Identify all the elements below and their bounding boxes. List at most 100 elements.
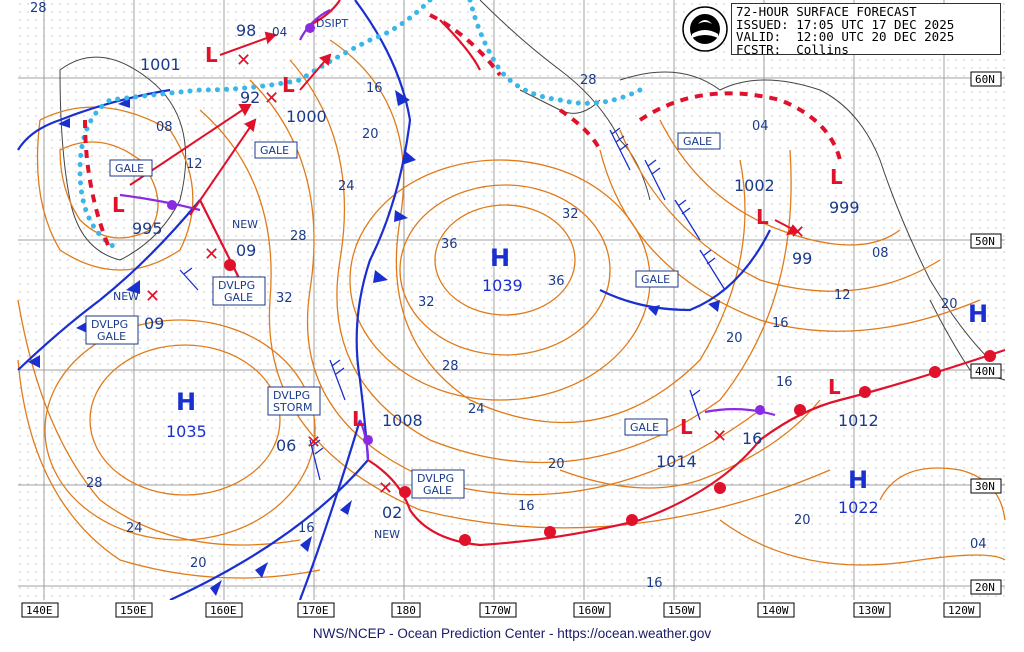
isobar-label: 16 xyxy=(518,499,535,514)
dvlpg-label: DVLPG xyxy=(417,472,454,485)
lon-label: 170E xyxy=(302,604,329,617)
isobar-label: 28 xyxy=(580,73,597,88)
storm-label: STORM xyxy=(273,401,313,414)
isobar-label: 04 xyxy=(752,119,769,134)
wind-barbs xyxy=(179,127,726,481)
lon-label: 120W xyxy=(948,604,975,617)
new-label: NEW xyxy=(374,528,400,541)
x-mark: ✕ xyxy=(264,88,279,109)
dvlpg-label: DVLPG xyxy=(91,318,128,331)
lon-labels: 140E 150E 160E 170E 180 170W 160W 150W 1… xyxy=(21,602,981,618)
x-mark: ✕ xyxy=(306,432,321,453)
isobar-label: 20 xyxy=(362,127,379,142)
x-mark: ✕ xyxy=(236,50,251,71)
lon-label: 140E xyxy=(26,604,53,617)
isobar-label: 20 xyxy=(190,556,207,571)
isobar-label: 28 xyxy=(30,1,47,16)
low-symbol: L xyxy=(112,193,125,217)
low-value-04: 04 xyxy=(272,25,287,39)
low-value-98: 98 xyxy=(236,21,256,40)
low-value-1008: 1008 xyxy=(382,411,423,430)
isobar-label: 28 xyxy=(86,476,103,491)
x-mark: ✕ xyxy=(378,478,393,499)
gale-label: GALE xyxy=(683,135,712,148)
high-value-1022: 1022 xyxy=(838,498,879,517)
low-value-92: 92 xyxy=(240,88,260,107)
lon-label: 160E xyxy=(210,604,237,617)
new-value-09-b: 09 xyxy=(144,314,164,333)
isobar-label: 32 xyxy=(418,295,435,310)
lat-labels: 60N 50N 40N 30N 20N xyxy=(970,71,1002,595)
lon-label: 150E xyxy=(120,604,147,617)
dvlpg-label: DVLPG xyxy=(218,279,255,292)
isobar-label: 36 xyxy=(441,237,458,252)
low-symbol: L xyxy=(680,415,693,439)
dvlpg-label: DVLPG xyxy=(273,389,310,402)
isobar-label: 24 xyxy=(338,179,355,194)
low-symbol: L xyxy=(828,375,841,399)
isobar-label: 32 xyxy=(562,207,579,222)
isobar-label: 24 xyxy=(468,402,485,417)
low-value-02: 02 xyxy=(382,503,402,522)
isobar-label: 20 xyxy=(941,297,958,312)
high-value-1035: 1035 xyxy=(166,422,207,441)
isobar-label: 12 xyxy=(186,157,203,172)
gale-label: GALE xyxy=(97,330,126,343)
header-issued: ISSUED: 17:05 UTC 17 DEC 2025 xyxy=(736,16,955,32)
ice-edges xyxy=(77,0,643,253)
gale-label: GALE xyxy=(423,484,452,497)
pressure-symbols: L L L L L L L L ✕ ✕ ✕ ✕ ✕ ✕ ✕ ✕ xyxy=(112,43,843,499)
lon-label: 160W xyxy=(578,604,605,617)
low-value-16: 16 xyxy=(742,429,762,448)
lat-label: 30N xyxy=(975,480,995,493)
high-letter-coast: H xyxy=(968,300,988,328)
low-value-06: 06 xyxy=(276,436,296,455)
low-value-995: 995 xyxy=(132,219,163,238)
low-symbol: L xyxy=(830,165,843,189)
lat-label: 60N xyxy=(975,73,995,86)
isobar-label: 20 xyxy=(726,331,743,346)
isobar-label: 16 xyxy=(298,521,315,536)
header-forecaster: FCSTR: Collins xyxy=(736,41,849,57)
new-label: NEW xyxy=(113,290,139,303)
x-mark: ✕ xyxy=(712,426,727,447)
movement-arrows xyxy=(129,31,800,236)
noaa-logo xyxy=(682,6,728,52)
gale-label: GALE xyxy=(260,144,289,157)
isobar-label: 16 xyxy=(776,375,793,390)
low-value-1014: 1014 xyxy=(656,452,697,471)
isobar-label: 16 xyxy=(646,576,663,591)
isobar-label: 24 xyxy=(126,521,143,536)
isobar-label: 32 xyxy=(276,291,293,306)
isobar-label: 12 xyxy=(834,288,851,303)
footer-credit: NWS/NCEP - Ocean Prediction Center - htt… xyxy=(312,626,712,641)
isobar-label: 08 xyxy=(156,120,173,135)
new-label: NEW xyxy=(232,218,258,231)
gale-label: GALE xyxy=(224,291,253,304)
freezing-spray xyxy=(83,13,842,251)
lat-label: 50N xyxy=(975,235,995,248)
low-value-1002: 1002 xyxy=(734,176,775,195)
warning-labels: GALE GALE GALE GALE GALE DVLPG GALE DVLP… xyxy=(85,17,721,541)
high-letter-1022: H xyxy=(848,466,868,494)
low-value-1001: 1001 xyxy=(140,55,181,74)
stipple-pattern xyxy=(18,0,1005,600)
isobar-labels: 28 08 12 16 20 24 28 32 36 36 32 28 24 2… xyxy=(30,1,987,591)
low-symbol: L xyxy=(205,43,218,67)
low-symbol: L xyxy=(756,205,769,229)
isobar-label: 20 xyxy=(548,457,565,472)
low-value-99: 99 xyxy=(792,249,812,268)
low-symbol: L xyxy=(352,407,365,431)
isobar-label: 28 xyxy=(442,359,459,374)
low-value-999: 999 xyxy=(829,198,860,217)
low-value-1012: 1012 xyxy=(838,411,879,430)
new-value-09-a: 09 xyxy=(236,241,256,260)
gale-label: GALE xyxy=(630,421,659,434)
low-value-1000: 1000 xyxy=(286,107,327,126)
occluded-bumps xyxy=(167,23,765,445)
lon-label: 150W xyxy=(668,604,695,617)
low-values: 995 1001 98 92 1000 1002 999 99 1008 101… xyxy=(132,21,879,522)
high-value-1039: 1039 xyxy=(482,276,523,295)
isobar-label: 28 xyxy=(290,229,307,244)
